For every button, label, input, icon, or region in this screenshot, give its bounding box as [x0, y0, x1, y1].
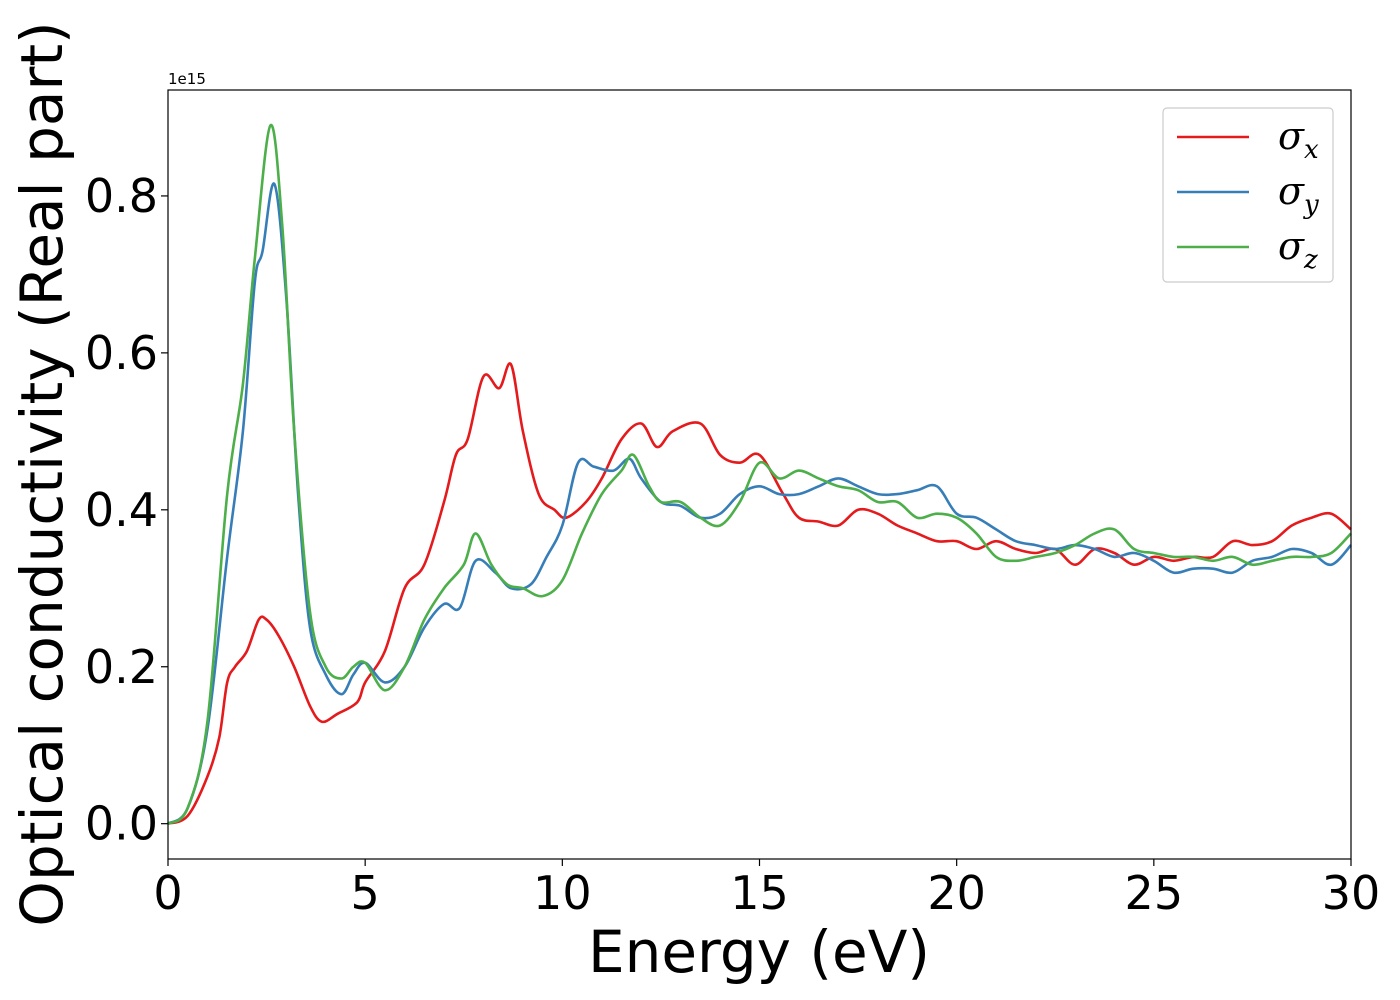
x-tick-label: 30	[1322, 866, 1381, 920]
y-offset-text: 1e15	[168, 70, 206, 88]
x-axis-title: Energy (eV)	[588, 918, 930, 986]
x-tick-label: 20	[927, 866, 986, 920]
y-tick-label: 0.0	[85, 797, 158, 851]
x-tick-label: 10	[533, 866, 592, 920]
series-layer	[167, 123, 1352, 825]
x-tick-label: 25	[1125, 866, 1184, 920]
legend-label-z: σz	[1278, 224, 1318, 275]
y-tick-label: 0.4	[85, 483, 158, 537]
x-tick-label: 5	[351, 866, 380, 920]
plot-area	[168, 90, 1351, 859]
y-axis-title: Optical conductivity (Real part)	[8, 21, 76, 926]
series-line-x	[167, 362, 1352, 825]
legend-label-x: σx	[1278, 114, 1319, 165]
x-tick-label: 0	[153, 866, 182, 920]
x-axis: 0 5 10 15 20 25 30	[153, 859, 1380, 920]
y-tick-label: 0.8	[85, 169, 158, 223]
y-tick-label: 0.6	[85, 326, 158, 380]
y-tick-label: 0.2	[85, 640, 158, 694]
x-tick-label: 15	[730, 866, 789, 920]
series-line-z	[167, 123, 1352, 825]
y-axis: 0.0 0.2 0.4 0.6 0.8	[85, 169, 168, 851]
legend-label-y: σy	[1278, 169, 1319, 220]
legend-box	[1162, 107, 1334, 283]
